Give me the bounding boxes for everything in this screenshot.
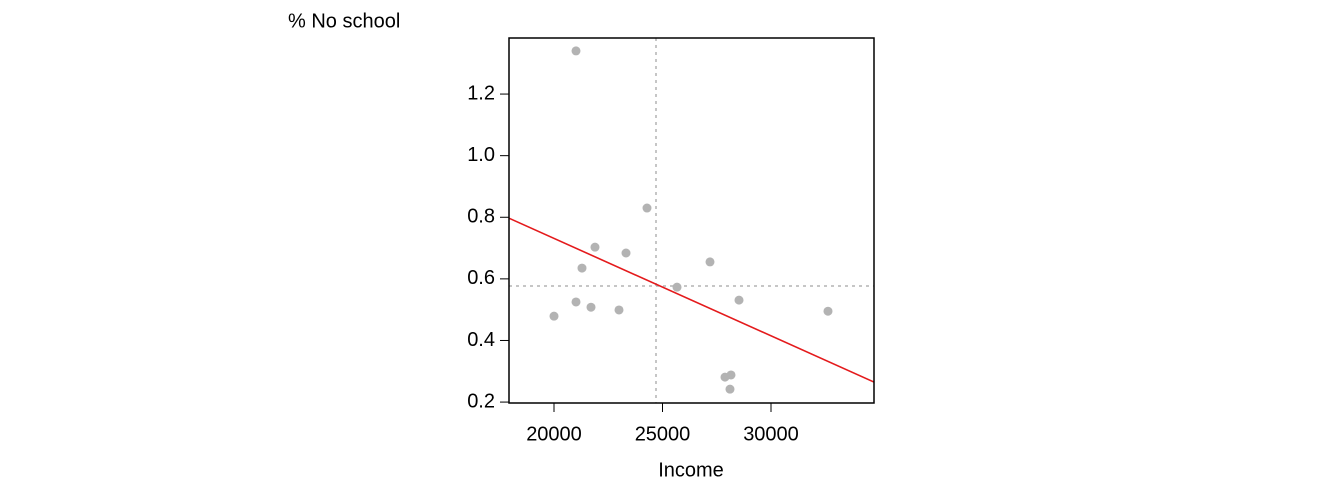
x-axis-label: Income [658,459,724,480]
point [672,282,682,292]
x-tick-label: 25000 [635,423,691,445]
point [725,384,735,394]
point [590,242,600,252]
y-axis-label: % No school [288,10,400,32]
point [549,311,559,321]
point [586,302,596,312]
y-tick-label: 0.6 [467,267,495,289]
y-tick-label: 1.2 [467,82,495,104]
plot-frame [508,37,875,404]
fit-line [508,217,875,383]
point [642,203,652,213]
x-tick-label: 20000 [526,423,582,445]
point [614,305,624,315]
point [705,257,715,267]
point [571,297,581,307]
y-tick-label: 0.8 [467,206,495,228]
y-tick-label: 0.4 [467,329,495,351]
point [720,372,730,382]
point [571,46,581,56]
x-tick-label: 30000 [743,423,799,445]
y-tick-label: 0.2 [467,390,495,412]
point [621,248,631,258]
point [823,306,833,316]
point [734,295,744,305]
point [577,263,587,273]
y-tick-label: 1.0 [467,144,495,166]
